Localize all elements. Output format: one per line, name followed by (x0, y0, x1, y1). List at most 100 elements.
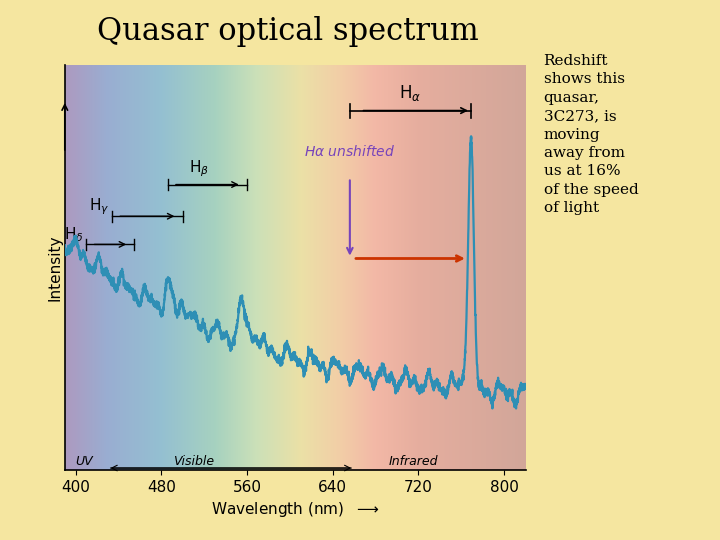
Bar (141, 65, 142, 470)
Bar (143, 65, 144, 470)
Bar (451, 65, 452, 470)
Bar (403, 65, 404, 470)
Bar (237, 65, 238, 470)
Bar (313, 65, 314, 470)
Bar (424, 65, 425, 470)
Bar (288, 65, 289, 470)
Bar (353, 65, 354, 470)
Bar (234, 65, 235, 470)
Bar (257, 65, 258, 470)
Bar (258, 65, 259, 470)
Bar (466, 65, 467, 470)
Bar (425, 65, 426, 470)
Bar (334, 65, 335, 470)
Bar (309, 65, 310, 470)
Bar (405, 65, 406, 470)
Bar (165, 65, 166, 470)
Bar (437, 65, 438, 470)
Bar (412, 65, 413, 470)
Bar (107, 65, 108, 470)
Bar (305, 65, 306, 470)
Bar (180, 65, 181, 470)
Bar (274, 65, 275, 470)
Bar (217, 65, 218, 470)
Bar (170, 65, 171, 470)
Bar (65, 65, 66, 470)
Bar (498, 65, 499, 470)
Bar (73, 65, 74, 470)
Bar (79, 65, 80, 470)
Bar (163, 65, 164, 470)
Bar (496, 65, 498, 470)
Bar (304, 65, 305, 470)
Bar (99, 65, 100, 470)
Bar (318, 65, 319, 470)
Bar (490, 65, 491, 470)
Bar (351, 65, 352, 470)
Bar (129, 65, 130, 470)
Bar (398, 65, 399, 470)
Text: UV: UV (76, 455, 93, 468)
Bar (422, 65, 423, 470)
Bar (214, 65, 215, 470)
Bar (175, 65, 176, 470)
Bar (328, 65, 329, 470)
Bar (124, 65, 125, 470)
Bar (146, 65, 147, 470)
Bar (465, 65, 466, 470)
Bar (525, 65, 526, 470)
Bar (407, 65, 408, 470)
Bar (500, 65, 501, 470)
Bar (323, 65, 325, 470)
Bar (155, 65, 156, 470)
Bar (247, 65, 248, 470)
Bar (68, 65, 69, 470)
Bar (477, 65, 478, 470)
Bar (440, 65, 441, 470)
Bar (519, 65, 521, 470)
Bar (389, 65, 390, 470)
Bar (264, 65, 265, 470)
Bar (421, 65, 422, 470)
Bar (359, 65, 360, 470)
Bar (183, 65, 184, 470)
Bar (94, 65, 95, 470)
Bar (91, 65, 92, 470)
Bar (488, 65, 489, 470)
Bar (174, 65, 175, 470)
Bar (106, 65, 107, 470)
Bar (371, 65, 372, 470)
Bar (138, 65, 139, 470)
Bar (480, 65, 481, 470)
Bar (457, 65, 458, 470)
Bar (486, 65, 487, 470)
Bar (408, 65, 409, 470)
Bar (463, 65, 464, 470)
Bar (517, 65, 518, 470)
Bar (201, 65, 202, 470)
Bar (363, 65, 364, 470)
Bar (166, 65, 167, 470)
Bar (83, 65, 84, 470)
Bar (493, 65, 494, 470)
Bar (478, 65, 479, 470)
Bar (472, 65, 473, 470)
Bar (311, 65, 312, 470)
Bar (380, 65, 381, 470)
Bar (184, 65, 185, 470)
Bar (251, 65, 252, 470)
Bar (243, 65, 244, 470)
Bar (117, 65, 118, 470)
Bar (157, 65, 158, 470)
Bar (126, 65, 127, 470)
Bar (521, 65, 522, 470)
Bar (469, 65, 470, 470)
Bar (299, 65, 300, 470)
Bar (282, 65, 283, 470)
Bar (374, 65, 375, 470)
Bar (479, 65, 480, 470)
Bar (357, 65, 358, 470)
Bar (149, 65, 150, 470)
Bar (248, 65, 249, 470)
Bar (181, 65, 182, 470)
